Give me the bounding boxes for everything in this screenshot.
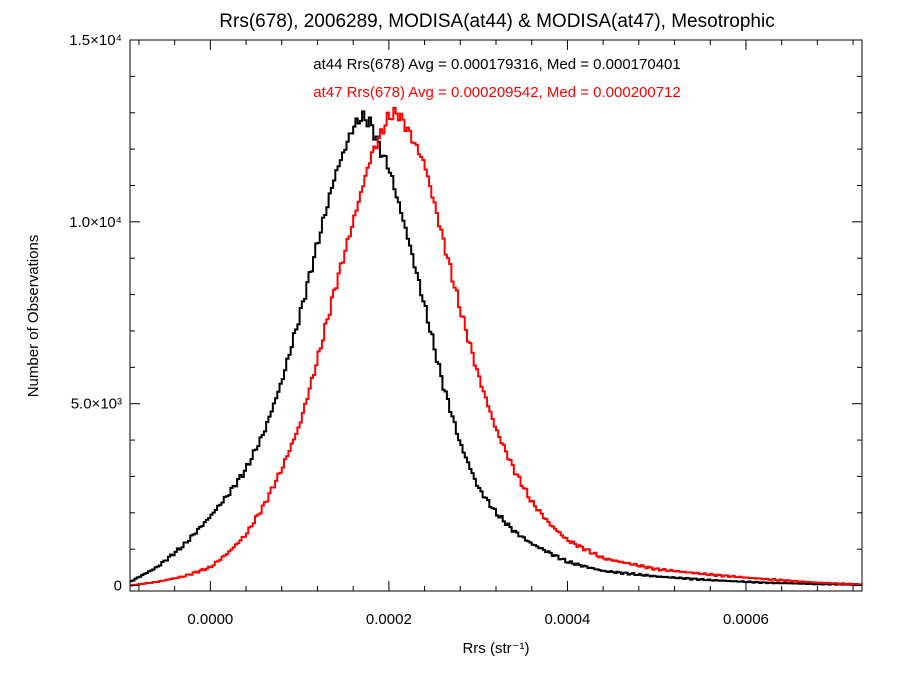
x-axis-label: Rrs (str⁻¹) [462,640,529,657]
x-tick-label: 0.0006 [723,611,769,628]
plot-frame [129,39,863,592]
y-tick-label: 1.5×10⁴ [69,32,122,49]
y-tick-label: 5.0×10³ [71,396,122,413]
y-tick-label: 0 [114,578,122,595]
y-axis-label: Number of Observations [25,235,42,398]
x-tick-label: 0.0002 [366,611,412,628]
chart-title: Rrs(678), 2006289, MODISA(at44) & MODISA… [219,11,774,32]
y-tick-label: 1.0×10⁴ [69,214,122,231]
annotation-at47-stats: at47 Rrs(678) Avg = 0.000209542, Med = 0… [313,84,681,101]
x-tick-label: 0.0000 [187,611,233,628]
series-line-at44 [130,110,862,586]
x-tick-label: 0.0004 [544,611,590,628]
tick-layer: 0.0000 0.0002 0.0004 0.0006 0 5.0×10³ 1.0×10⁴ 1… [69,32,862,628]
series-layer [130,106,862,587]
annotation-at44-stats: at44 Rrs(678) Avg = 0.000179316, Med = 0… [313,56,681,73]
series-line-at47 [130,106,862,587]
